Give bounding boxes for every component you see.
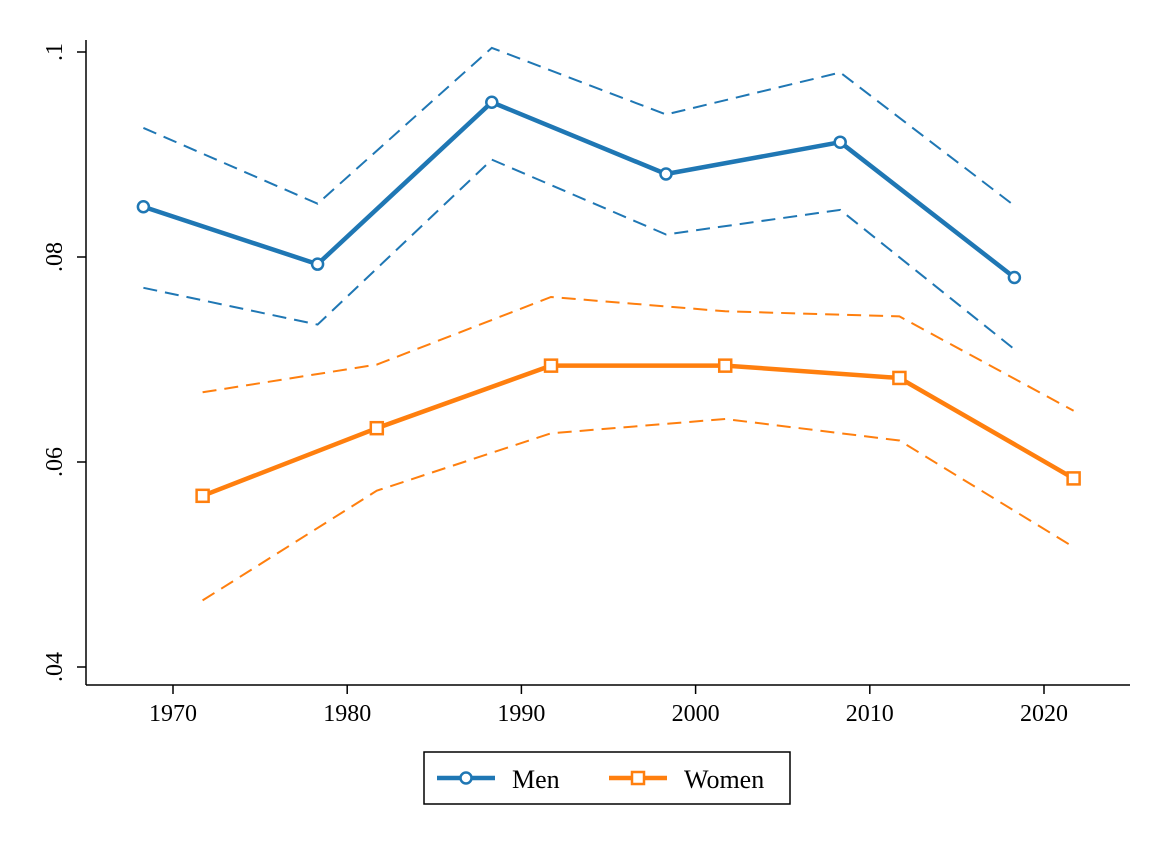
x-tick-label: 2020 (1020, 701, 1068, 727)
x-axis-ticks: 1970 1980 1990 2000 2010 2020 (149, 685, 1068, 727)
point-men (1007, 270, 1022, 285)
x-tick-label: 2010 (846, 701, 894, 727)
point-men (659, 167, 673, 181)
point-women (195, 488, 210, 504)
y-tick-label: .06 (42, 447, 68, 477)
point-men (136, 200, 151, 214)
y-tick-label: .04 (42, 652, 68, 682)
plot-area (136, 46, 1081, 602)
y-axis-ticks: .04 .06 .08 .1 (42, 43, 86, 682)
point-men (310, 257, 325, 271)
x-tick-label: 1990 (497, 701, 545, 727)
x-tick-label: 1980 (323, 701, 371, 727)
point-men (485, 95, 499, 109)
x-tick-label: 2000 (672, 701, 720, 727)
series-markers (136, 95, 1081, 504)
ci-upper-men (143, 46, 1016, 207)
point-women (717, 358, 733, 373)
axes: .04 .06 .08 .1 1970 1980 1990 2000 2010 2020 (42, 40, 1130, 727)
ci-lower-women (202, 417, 1075, 602)
confidence-bands (143, 46, 1075, 602)
legend-label-men: Men (512, 765, 560, 794)
ci-upper-women (202, 295, 1075, 412)
point-women (1066, 471, 1081, 486)
point-women (369, 420, 385, 436)
point-women (543, 358, 559, 373)
x-tick-label: 1970 (149, 701, 197, 727)
series-lines (142, 99, 1075, 498)
point-women (892, 370, 907, 386)
y-tick-label: .08 (42, 242, 68, 272)
legend-marker-women (630, 770, 646, 786)
legend-marker-men (459, 771, 473, 785)
point-men (833, 135, 847, 149)
ci-lower-men (143, 158, 1016, 351)
series-line-men (142, 99, 1016, 280)
legend: Men Women (423, 751, 791, 805)
series-line-women (201, 363, 1075, 498)
legend-label-women: Women (684, 765, 764, 794)
legend-box (423, 751, 791, 805)
y-tick-label: .1 (42, 43, 68, 61)
